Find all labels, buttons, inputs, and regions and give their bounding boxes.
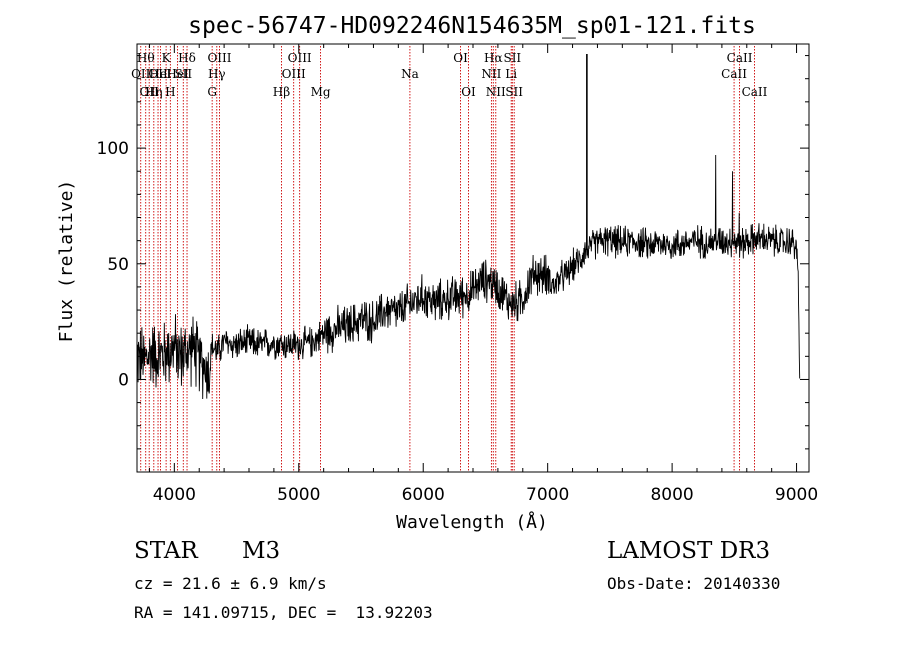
line-label: OII [148, 67, 168, 81]
axes: 4000 5000 6000 7000 8000 9000 0 50 100 [97, 44, 818, 505]
y-tick-label: 0 [118, 370, 129, 390]
x-tick-label: 8000 [650, 485, 693, 505]
spectral-line-labels: OIIHθOIIHηOIIHeIKHHeISIIHδGHγOIIIHβOIIIO… [131, 51, 768, 99]
line-label: CaII [727, 51, 753, 65]
line-label: SII [505, 85, 523, 99]
line-label: H [165, 85, 175, 99]
spectrum-series [136, 54, 801, 400]
x-axis-label: Wavelength (Å) [396, 511, 548, 533]
line-label: NII [486, 85, 506, 99]
plot-frame [136, 43, 810, 473]
x-tick-label: 9000 [775, 485, 818, 505]
object-subclass: M3 [242, 538, 281, 564]
line-label: OI [453, 51, 468, 65]
line-label: Hη [145, 85, 163, 99]
y-tick-label: 50 [107, 255, 129, 275]
redshift-velocity: cz = 21.6 ± 6.9 km/s [134, 574, 327, 593]
y-tick-label: 100 [97, 139, 129, 159]
x-tick-label: 5000 [277, 485, 320, 505]
x-tick-label: 6000 [402, 485, 445, 505]
object-class: STAR [134, 538, 198, 564]
line-label: Hγ [208, 67, 226, 81]
observation-date: Obs-Date: 20140330 [607, 574, 781, 593]
line-label: OIII [282, 67, 306, 81]
line-label: OII [131, 67, 151, 81]
line-label: Hβ [273, 85, 290, 99]
line-label: Na [401, 67, 419, 81]
line-label: CaII [721, 67, 747, 81]
x-tick-label: 4000 [153, 485, 196, 505]
x-tick-label: 7000 [526, 485, 569, 505]
line-label: HeI [166, 67, 189, 81]
line-label: Hα [484, 51, 503, 65]
spectrum-line [136, 154, 801, 400]
line-label: OIII [288, 51, 312, 65]
line-label: Hδ [178, 51, 196, 65]
line-label: OI [461, 85, 476, 99]
survey-name: LAMOST DR3 [607, 538, 771, 564]
spectral-line-markers [140, 46, 755, 471]
line-label: G [207, 85, 217, 99]
line-label: K [162, 51, 172, 65]
line-label: Li [505, 67, 517, 81]
line-label: HeI [149, 67, 172, 81]
coordinates: RA = 141.09715, DEC = 13.92203 [134, 603, 433, 622]
line-label: NII [481, 67, 501, 81]
chart-title: spec-56747-HD092246N154635M_sp01-121.fit… [188, 13, 756, 39]
y-axis-label: Flux (relative) [56, 180, 77, 343]
line-label: Hθ [137, 51, 155, 65]
line-label: OIII [207, 51, 231, 65]
line-label: Mg [311, 85, 331, 99]
line-label: CaII [742, 85, 768, 99]
line-label: OII [140, 85, 160, 99]
line-label: SII [503, 51, 521, 65]
line-label: SII [174, 67, 192, 81]
